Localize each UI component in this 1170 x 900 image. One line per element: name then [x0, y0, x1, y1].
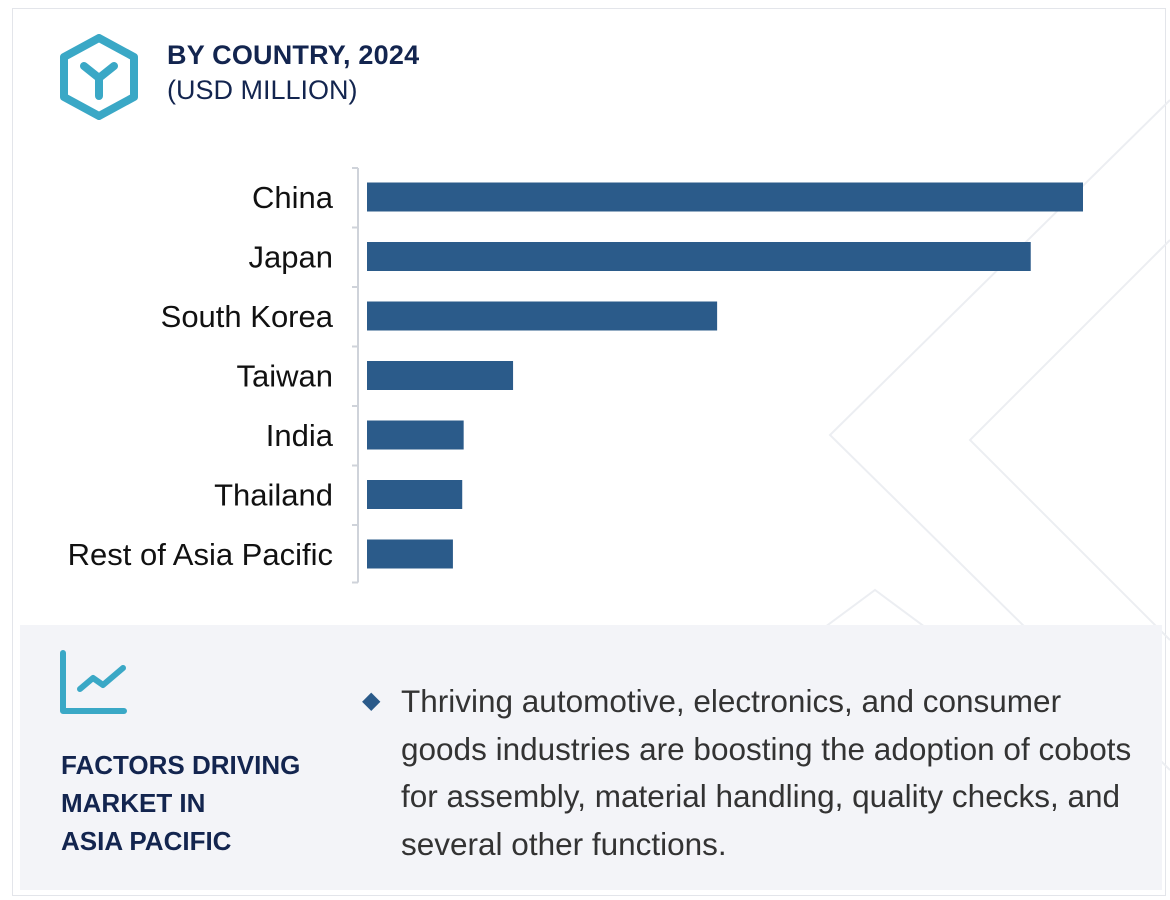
line-chart-icon	[60, 650, 127, 714]
bar-thailand	[367, 480, 463, 509]
bar-taiwan	[367, 361, 514, 390]
factors-title-line: ASIA PACIFIC	[61, 826, 232, 856]
diamond-bullet-icon: ◆	[362, 687, 381, 714]
category-label: Taiwan	[237, 359, 334, 394]
chart-title: BY COUNTRY, 2024	[167, 40, 420, 70]
factors-title: FACTORS DRIVING MARKET IN ASIA PACIFIC	[61, 746, 341, 860]
factors-title-line: FACTORS DRIVING	[61, 750, 301, 780]
hexagon-y-logo-icon	[60, 34, 138, 120]
category-label: South Korea	[161, 299, 334, 334]
category-label: Japan	[249, 240, 333, 275]
chart-subtitle: (USD MILLION)	[167, 75, 358, 105]
bar-japan	[367, 242, 1031, 271]
bar-south-korea	[367, 301, 718, 331]
factors-text: Thriving automotive, electronics, and co…	[401, 683, 1132, 862]
bar-chart: China Japan South Korea Taiwan India Thailand…	[68, 167, 1083, 584]
category-label: China	[252, 180, 334, 215]
category-label: India	[266, 418, 334, 453]
bar-india	[367, 420, 464, 450]
factors-panel	[20, 625, 1162, 890]
category-label: Rest of Asia Pacific	[68, 537, 333, 572]
card-frame	[12, 8, 1166, 896]
factors-title-line: MARKET IN	[61, 788, 206, 818]
bar-china	[367, 182, 1083, 212]
category-label: Thailand	[214, 478, 333, 513]
bar-rest-of-asia-pacific	[367, 539, 453, 569]
